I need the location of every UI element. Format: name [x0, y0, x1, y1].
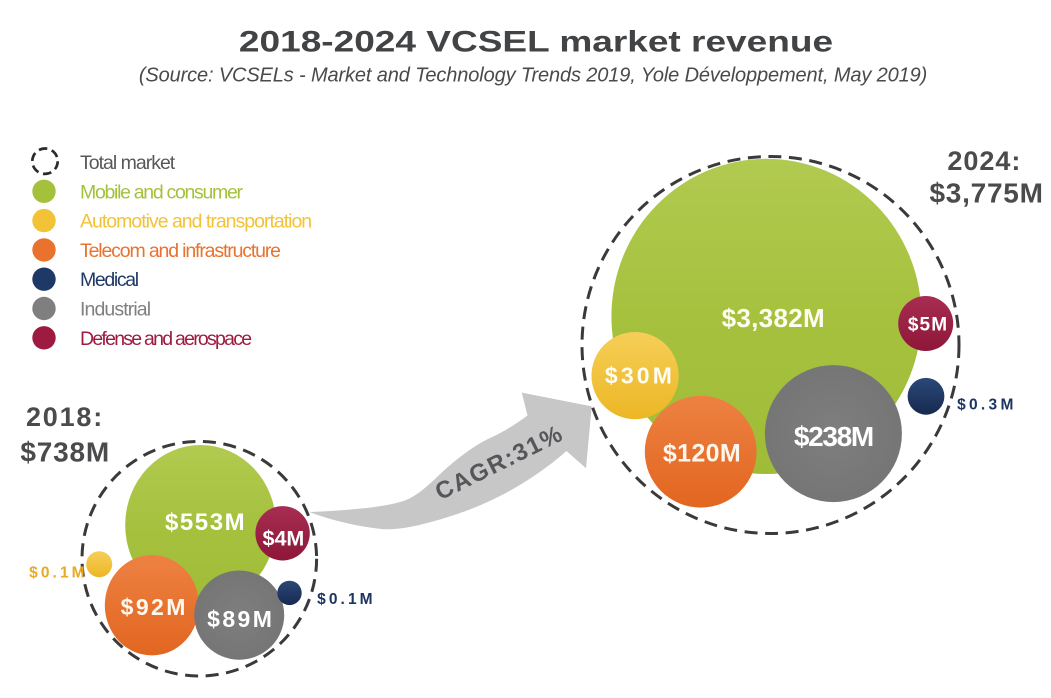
svg-text:2024:: 2024: [947, 146, 1021, 176]
svg-text:Total market: Total market [80, 152, 176, 174]
svg-text:Defense and aerospace: Defense and aerospace [80, 328, 251, 350]
svg-text:$89M: $89M [207, 606, 274, 632]
svg-text:$0.1M: $0.1M [317, 591, 376, 608]
svg-text:Telecom and infrastructure: Telecom and infrastructure [80, 240, 280, 262]
svg-text:2018-2024 VCSEL market revenue: 2018-2024 VCSEL market revenue [239, 25, 833, 59]
svg-text:$4M: $4M [262, 527, 304, 551]
svg-text:$3,775M: $3,775M [929, 177, 1043, 208]
svg-text:$553M: $553M [165, 509, 246, 536]
svg-text:$30M: $30M [605, 363, 675, 389]
svg-text:$120M: $120M [663, 440, 741, 468]
svg-text:$238M: $238M [794, 421, 873, 452]
svg-text:$0.1M: $0.1M [29, 565, 88, 582]
svg-text:Industrial: Industrial [80, 299, 151, 321]
svg-text:$0.3M: $0.3M [957, 397, 1017, 414]
svg-text:Medical: Medical [80, 269, 139, 291]
svg-text:(Source: VCSELs - Market and T: (Source: VCSELs - Market and Technology … [139, 65, 927, 87]
svg-text:$5M: $5M [908, 315, 948, 336]
svg-text:$92M: $92M [121, 594, 188, 620]
svg-text:Automotive and transportation: Automotive and transportation [80, 211, 311, 233]
svg-text:Mobile and consumer: Mobile and consumer [80, 181, 244, 203]
svg-text:$3,382M: $3,382M [722, 303, 825, 333]
svg-text:2018:: 2018: [26, 402, 104, 432]
svg-text:$738M: $738M [20, 436, 110, 467]
